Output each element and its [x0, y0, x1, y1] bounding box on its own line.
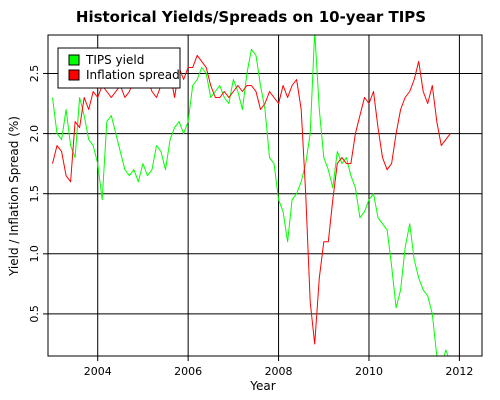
series-line-tips-yield: [52, 35, 449, 356]
y-tick-label: 1.0: [28, 245, 41, 263]
legend-swatch-inflation-spread: [68, 69, 80, 81]
x-tick-label: 2006: [174, 365, 202, 378]
y-tick-label: 2.5: [28, 65, 41, 83]
y-tick-label: 0.5: [28, 305, 41, 323]
legend-swatch-tips-yield: [68, 54, 80, 66]
plot-frame: [47, 34, 483, 357]
x-tick-label: 2004: [84, 365, 112, 378]
chart-title: Historical Yields/Spreads on 10-year TIP…: [76, 8, 426, 26]
x-tick-label: 2008: [265, 365, 293, 378]
x-axis-title: Year: [249, 379, 275, 393]
y-tick-label: 1.5: [28, 185, 41, 203]
legend: TIPS yield Inflation spread: [57, 47, 181, 89]
x-tick-label: 2010: [355, 365, 383, 378]
x-tick-label: 2012: [445, 365, 473, 378]
y-tick-label: 2.0: [28, 125, 41, 143]
y-axis-title: Yield / Inflation Spread (%): [7, 116, 21, 277]
legend-label-tips-yield: TIPS yield: [85, 53, 144, 67]
legend-label-inflation-spread: Inflation spread: [86, 68, 180, 82]
axis-ticks: 2004 2006 2008 2010 2012 0.5 1.0 1.5 2.0 2.5: [28, 65, 473, 378]
